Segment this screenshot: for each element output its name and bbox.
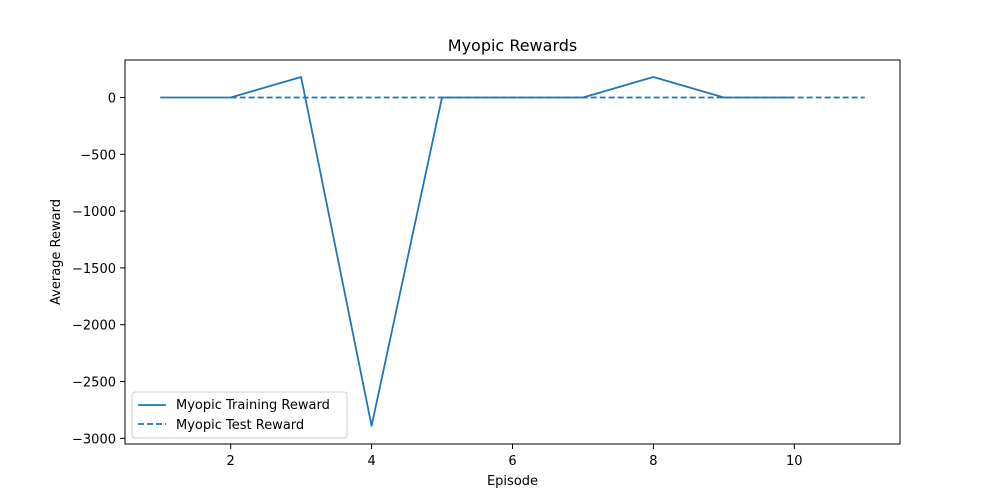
x-tick-label: 4 bbox=[367, 454, 375, 469]
legend-label-test: Myopic Test Reward bbox=[176, 418, 304, 433]
x-tick-label: 6 bbox=[508, 454, 516, 469]
legend-label-training: Myopic Training Reward bbox=[176, 398, 330, 413]
y-tick-label: −1500 bbox=[72, 262, 116, 277]
y-tick-label: −2500 bbox=[72, 376, 116, 391]
legend-box bbox=[131, 391, 348, 439]
x-tick-label: 8 bbox=[649, 454, 657, 469]
y-tick-label: −3000 bbox=[72, 432, 116, 447]
y-tick-label: −500 bbox=[80, 148, 116, 163]
series-layer bbox=[160, 76, 865, 427]
chart-title: Myopic Rewards bbox=[448, 36, 577, 55]
y-axis: 0 −500 −1000 −1500 −2000 −2500 −3000 bbox=[72, 91, 125, 447]
x-axis: 2 4 6 8 10 bbox=[227, 444, 803, 469]
y-tick-label: 0 bbox=[108, 91, 116, 106]
y-tick-label: −2000 bbox=[72, 319, 116, 334]
legend: Myopic Training Reward Myopic Test Rewar… bbox=[131, 391, 348, 439]
y-tick-label: −1000 bbox=[72, 205, 116, 220]
plot-area bbox=[125, 60, 900, 444]
x-axis-label: Episode bbox=[487, 474, 538, 489]
x-tick-label: 10 bbox=[786, 454, 803, 469]
y-axis-label: Average Reward bbox=[49, 199, 64, 305]
x-tick-label: 2 bbox=[227, 454, 235, 469]
